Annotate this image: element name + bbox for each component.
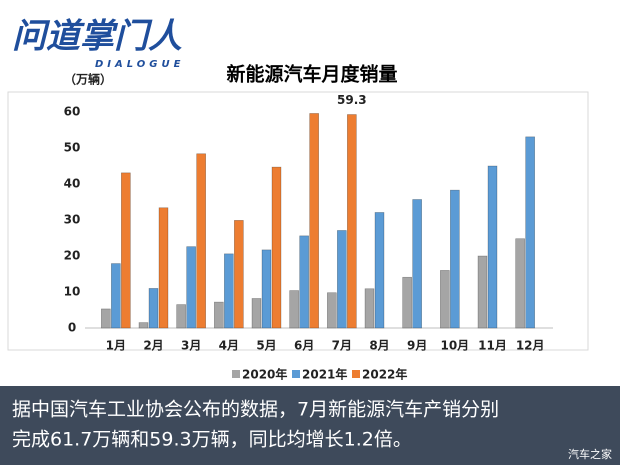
bar xyxy=(121,172,131,329)
legend-label: 2021年 xyxy=(302,367,347,382)
x-tick-label: 3月 xyxy=(181,339,201,353)
bar xyxy=(337,230,347,329)
logo-title: 问道掌门人 xyxy=(12,17,182,57)
bar xyxy=(347,114,357,329)
x-tick-label: 11月 xyxy=(478,339,507,353)
legend-label: 2022年 xyxy=(362,367,407,382)
bar xyxy=(101,308,111,329)
y-tick-label: 20 xyxy=(64,249,81,263)
y-tick-label: 0 xyxy=(68,321,76,335)
x-tick-label: 5月 xyxy=(256,339,276,353)
bar xyxy=(450,189,460,329)
caption-line: 完成61.7万辆和59.3万辆，同比均增长1.2倍。 xyxy=(12,429,412,451)
legend-label: 2020年 xyxy=(242,367,287,382)
bar xyxy=(374,212,385,329)
watermark: 汽车之家 xyxy=(568,447,612,461)
y-tick-label: 50 xyxy=(64,141,81,155)
bar xyxy=(402,276,412,329)
chart-title: 新能源汽车月度销量 xyxy=(226,63,397,86)
bar xyxy=(186,246,196,329)
bar xyxy=(196,153,206,329)
y-tick-label: 60 xyxy=(64,105,81,119)
x-tick-label: 7月 xyxy=(332,339,352,353)
x-tick-label: 8月 xyxy=(369,339,389,353)
bar xyxy=(289,290,299,329)
bar xyxy=(309,113,319,329)
legend-swatch xyxy=(232,370,240,378)
bar xyxy=(327,292,337,329)
bar xyxy=(148,288,159,329)
y-tick-label: 30 xyxy=(64,213,81,227)
bar xyxy=(440,270,450,329)
bar xyxy=(525,136,535,329)
legend-swatch xyxy=(352,370,360,378)
bar xyxy=(487,165,498,329)
caption-band xyxy=(0,386,620,465)
x-tick-label: 12月 xyxy=(516,339,545,353)
plot-frame xyxy=(7,91,589,351)
bar xyxy=(412,199,422,329)
bar xyxy=(224,253,234,329)
x-tick-label: 4月 xyxy=(219,339,239,353)
bar xyxy=(271,166,282,329)
y-axis-label: （万辆） xyxy=(64,72,112,87)
bar xyxy=(251,298,262,329)
bar xyxy=(158,207,169,329)
x-tick-label: 2月 xyxy=(143,339,163,353)
bar xyxy=(234,220,244,329)
x-tick-label: 1月 xyxy=(106,339,126,353)
bar xyxy=(111,263,121,329)
x-tick-label: 6月 xyxy=(294,339,314,353)
bar xyxy=(261,249,272,329)
bar xyxy=(138,322,149,329)
x-tick-label: 9月 xyxy=(407,339,427,353)
caption-line: 据中国汽车工业协会公布的数据，7月新能源汽车产销分别 xyxy=(12,399,499,421)
bar xyxy=(214,301,224,329)
y-tick-label: 40 xyxy=(64,177,81,191)
logo-subtitle: DIALOGUE xyxy=(95,59,184,70)
legend-swatch xyxy=(292,370,300,378)
bar xyxy=(364,288,375,329)
y-tick-label: 10 xyxy=(64,285,81,299)
bar xyxy=(176,304,186,329)
bar xyxy=(299,235,309,329)
bar xyxy=(515,238,525,329)
bar xyxy=(477,255,488,329)
x-tick-label: 10月 xyxy=(440,339,469,353)
value-label: 59.3 xyxy=(337,93,367,107)
